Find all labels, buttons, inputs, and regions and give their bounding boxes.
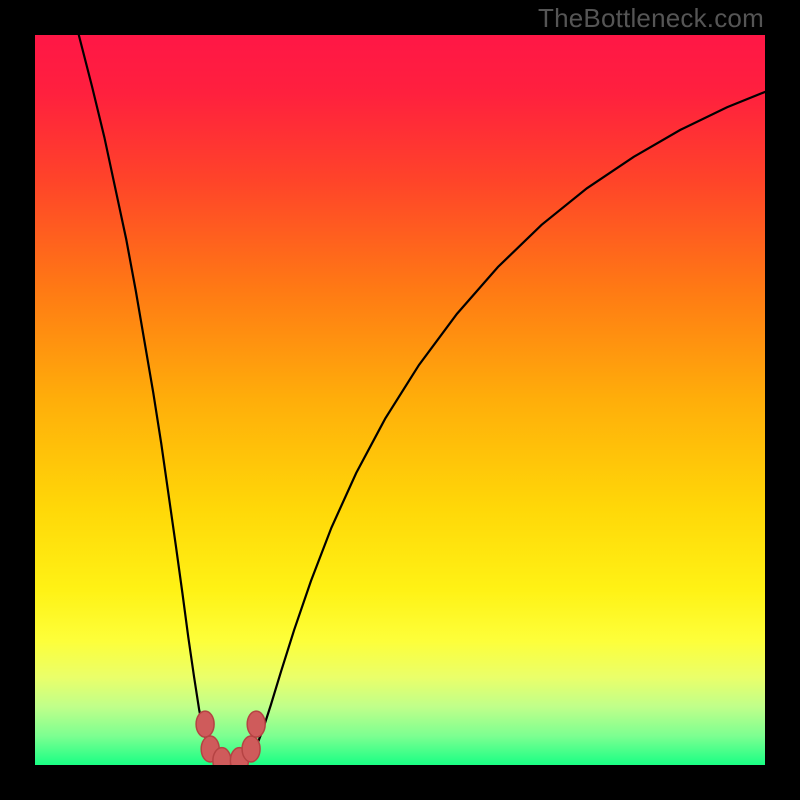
valley-marker — [242, 736, 260, 762]
plot-svg — [35, 35, 765, 765]
watermark-text: TheBottleneck.com — [538, 3, 764, 34]
valley-marker — [196, 711, 214, 737]
plot-area — [35, 35, 765, 765]
valley-marker — [247, 711, 265, 737]
valley-marker — [213, 748, 231, 765]
